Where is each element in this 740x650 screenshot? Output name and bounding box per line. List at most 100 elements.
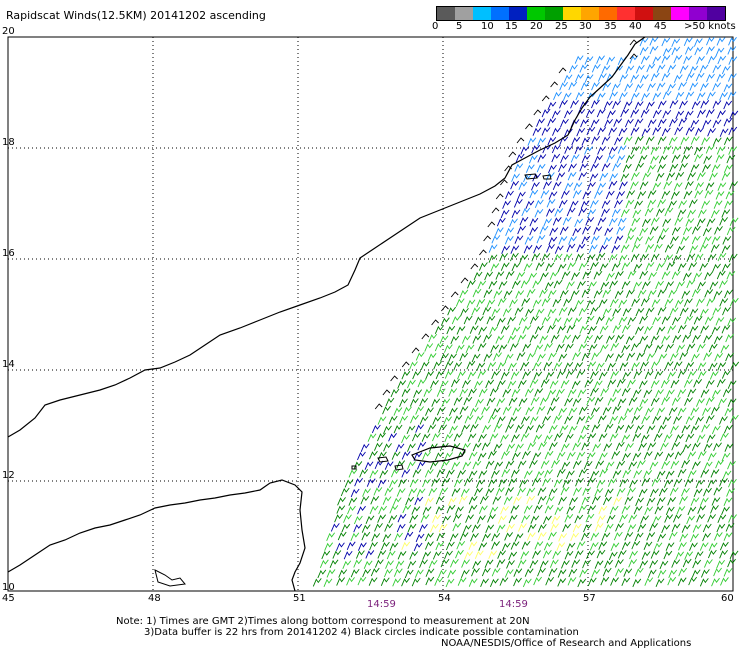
- wind-barb: [609, 298, 619, 308]
- wind-barb: [548, 568, 558, 577]
- wind-barb: [664, 298, 674, 308]
- wind-barb: [452, 513, 462, 523]
- wind-barb-contaminated: [533, 109, 542, 116]
- wind-barb: [597, 146, 606, 155]
- wind-barb: [370, 567, 380, 577]
- wind-barb: [729, 217, 739, 226]
- wind-barb: [630, 253, 640, 263]
- wind-barb: [566, 505, 576, 515]
- wind-barb: [550, 523, 559, 532]
- wind-barb: [702, 164, 711, 173]
- wind-barb: [554, 245, 564, 254]
- wind-barb: [525, 308, 534, 317]
- wind-barb: [643, 389, 653, 398]
- wind-barb: [581, 235, 591, 245]
- wind-barb: [686, 253, 696, 262]
- wind-barb: [688, 199, 698, 208]
- wind-barb: [650, 217, 660, 226]
- wind-barb: [357, 451, 366, 461]
- wind-barb: [616, 460, 626, 470]
- wind-barb: [559, 100, 568, 109]
- wind-barb: [350, 568, 360, 578]
- wind-barb: [467, 371, 477, 380]
- wind-barb: [602, 406, 612, 416]
- wind-barb: [422, 478, 431, 488]
- wind-barb: [704, 271, 714, 280]
- wind-barb: [697, 281, 706, 290]
- wind-barb: [580, 81, 590, 91]
- wind-barb: [398, 478, 407, 488]
- wind-barb: [551, 144, 561, 154]
- colorbar-label: 40: [629, 21, 642, 32]
- wind-barb-contaminated: [516, 137, 525, 144]
- wind-barb: [566, 542, 576, 552]
- wind-barb: [721, 209, 731, 218]
- wind-barb: [511, 388, 521, 398]
- wind-barb: [484, 271, 493, 281]
- wind-barb: [650, 380, 660, 389]
- wind-barb: [505, 460, 515, 470]
- wind-barb: [617, 398, 627, 407]
- wind-barb: [665, 452, 675, 461]
- wind-barb: [581, 289, 591, 298]
- wind-barb: [728, 478, 737, 488]
- wind-barb: [705, 397, 715, 406]
- wind-barb: [565, 370, 575, 379]
- wind-barb-contaminated: [550, 81, 558, 88]
- wind-barb: [700, 100, 710, 109]
- wind-barb: [683, 190, 693, 200]
- wind-barb: [711, 326, 721, 335]
- wind-barb: [697, 109, 706, 119]
- wind-barb: [690, 533, 699, 542]
- wind-barb: [607, 362, 616, 372]
- wind-barb: [408, 488, 418, 497]
- wind-barb: [524, 568, 534, 577]
- wind-barb: [497, 361, 507, 371]
- wind-barb: [720, 344, 730, 354]
- wind-barb: [407, 443, 416, 452]
- wind-barb: [590, 470, 600, 480]
- wind-barb: [441, 477, 451, 487]
- wind-barb: [428, 487, 438, 497]
- wind-barb: [693, 316, 703, 325]
- wind-barb: [317, 569, 327, 579]
- wind-barb: [693, 379, 703, 388]
- wind-barb: [661, 37, 671, 47]
- wind-barb: [667, 576, 677, 586]
- wind-barb: [336, 505, 346, 514]
- wind-barb: [713, 335, 723, 344]
- wind-barb: [432, 432, 441, 442]
- wind-barb: [664, 244, 674, 253]
- wind-barb: [424, 343, 434, 352]
- wind-barb: [700, 497, 709, 506]
- wind-barb: [562, 523, 572, 533]
- wind-barb: [507, 316, 517, 325]
- wind-barb: [647, 199, 657, 208]
- wind-barb: [577, 434, 587, 443]
- wind-barb: [512, 407, 522, 416]
- colorbar-segment: [707, 7, 725, 20]
- wind-barb: [655, 389, 664, 398]
- wind-barb-contaminated: [629, 39, 638, 46]
- wind-barb: [547, 389, 557, 398]
- wind-barb: [490, 263, 500, 272]
- wind-barb: [707, 479, 717, 488]
- wind-barb: [610, 577, 619, 586]
- wind-barb: [644, 370, 654, 380]
- wind-barb: [687, 470, 697, 479]
- wind-barb: [615, 523, 624, 532]
- wind-barb: [618, 299, 628, 309]
- wind-barb: [721, 65, 731, 75]
- wind-barb: [532, 452, 542, 461]
- wind-barb: [581, 154, 591, 164]
- wind-barb: [440, 353, 449, 362]
- wind-barb: [533, 244, 542, 254]
- wind-barb: [567, 389, 577, 398]
- wind-barb: [583, 523, 592, 533]
- colorbar-segment: [671, 7, 689, 20]
- wind-barb: [635, 162, 644, 172]
- wind-barb: [508, 551, 518, 561]
- wind-barb: [444, 452, 453, 461]
- wind-barb: [433, 361, 442, 370]
- wind-barb: [552, 181, 562, 191]
